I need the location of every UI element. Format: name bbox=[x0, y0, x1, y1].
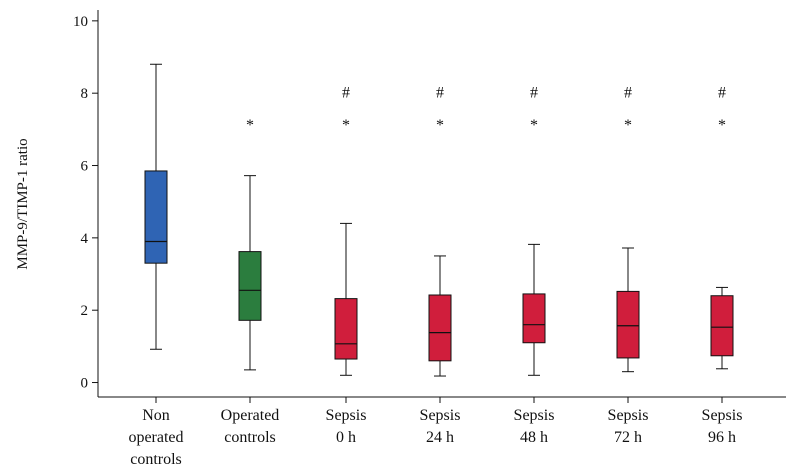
significance-marks: * # * # * # * # * # * bbox=[246, 84, 726, 134]
hash-mark: # bbox=[718, 84, 726, 101]
box-group bbox=[616, 247, 640, 373]
x-axis-labels: Non operated controls Operated controls Sepsi… bbox=[128, 397, 742, 468]
hash-mark: # bbox=[624, 84, 632, 101]
category-label: Sepsis bbox=[514, 407, 555, 424]
category-label: operated bbox=[128, 429, 183, 446]
y-axis-title: MMP-9/TIMP-1 ratio bbox=[15, 138, 31, 269]
y-axis-ticks: 0 2 4 6 8 10 bbox=[73, 14, 98, 392]
category-label: controls bbox=[130, 451, 182, 468]
category-label: Sepsis bbox=[326, 407, 367, 424]
box-iqr bbox=[616, 290, 640, 359]
box-group bbox=[428, 255, 452, 377]
hash-mark: # bbox=[342, 84, 350, 101]
box-iqr bbox=[710, 295, 734, 357]
asterisk-mark: * bbox=[342, 117, 350, 134]
asterisk-mark: * bbox=[718, 117, 726, 134]
asterisk-mark: * bbox=[436, 117, 444, 134]
asterisk-mark: * bbox=[246, 117, 254, 134]
y-tick-label: 6 bbox=[81, 159, 89, 175]
box-group bbox=[710, 286, 734, 370]
asterisk-mark: * bbox=[624, 117, 632, 134]
box-iqr bbox=[428, 294, 452, 362]
category-label: Operated bbox=[221, 407, 280, 424]
hash-mark: # bbox=[436, 84, 444, 101]
category-label: 72 h bbox=[614, 429, 642, 446]
y-tick-label: 8 bbox=[81, 86, 89, 102]
category-label: controls bbox=[224, 429, 276, 446]
asterisk-mark: * bbox=[530, 117, 538, 134]
box-group bbox=[238, 175, 262, 371]
y-tick-label: 4 bbox=[81, 231, 89, 247]
y-tick-label: 0 bbox=[81, 376, 89, 392]
plot-frame bbox=[97, 10, 786, 398]
boxes bbox=[144, 63, 734, 377]
category-label: 48 h bbox=[520, 429, 548, 446]
y-tick-label: 10 bbox=[73, 14, 88, 30]
category-label: Sepsis bbox=[608, 407, 649, 424]
box-iqr bbox=[238, 251, 262, 321]
category-label: Sepsis bbox=[702, 407, 743, 424]
category-label: Non bbox=[142, 407, 170, 424]
category-label: 24 h bbox=[426, 429, 454, 446]
box-iqr bbox=[144, 170, 168, 264]
box-group bbox=[334, 222, 358, 376]
box-iqr bbox=[334, 298, 358, 360]
category-label: Sepsis bbox=[420, 407, 461, 424]
box-group bbox=[144, 63, 168, 350]
category-label: 0 h bbox=[336, 429, 356, 446]
category-label: 96 h bbox=[708, 429, 736, 446]
y-tick-label: 2 bbox=[81, 303, 89, 319]
box-iqr bbox=[522, 293, 546, 344]
box-group bbox=[522, 243, 546, 376]
hash-mark: # bbox=[530, 84, 538, 101]
